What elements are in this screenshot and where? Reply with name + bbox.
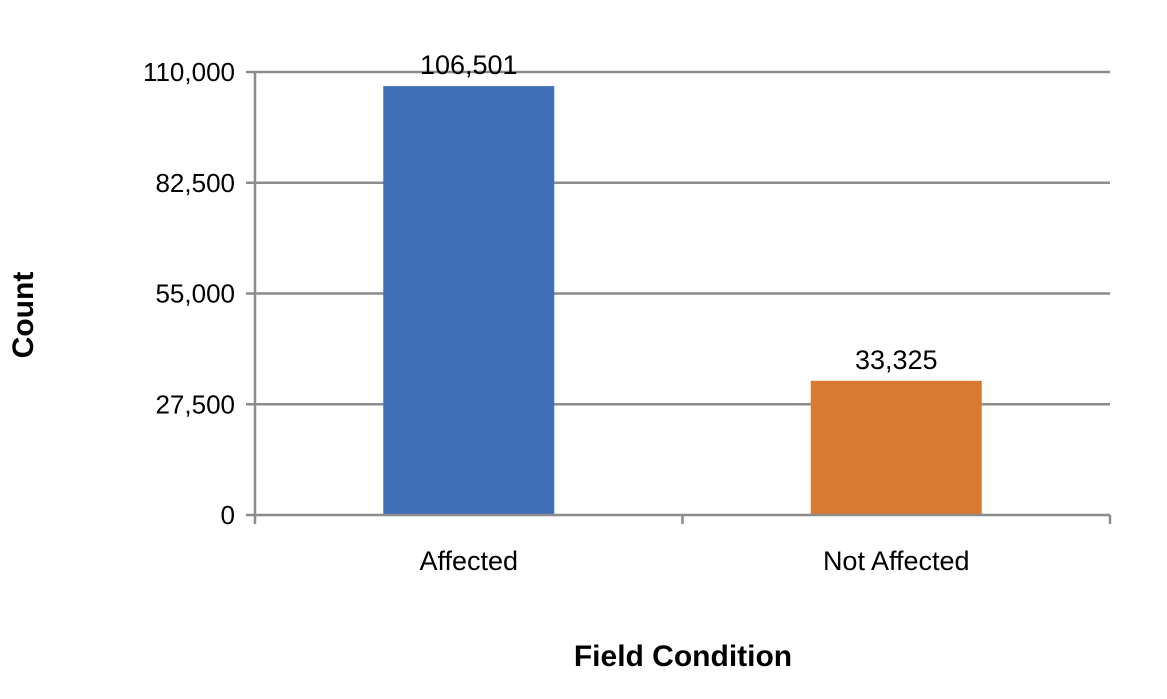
bar-affected	[383, 86, 555, 515]
data-label: 106,501	[420, 50, 518, 80]
x-tick-label: Affected	[419, 546, 518, 576]
y-tick-label: 27,500	[155, 389, 235, 419]
y-tick-label: 0	[221, 500, 235, 530]
axes	[246, 70, 1112, 524]
y-tick-label: 110,000	[143, 57, 235, 87]
x-axis-title: Field Condition	[574, 640, 792, 673]
y-tick-label: 55,000	[155, 279, 235, 309]
bars	[383, 86, 982, 515]
bar-not-affected	[810, 380, 982, 515]
data-label: 33,325	[855, 345, 938, 375]
labels: 0 27,500 55,000 82,500 110,000 106,501 Affecte…	[143, 50, 970, 576]
y-axis-title: Count	[7, 272, 40, 359]
x-tick-label: Not Affected	[823, 546, 970, 576]
y-tick-label: 82,500	[155, 168, 235, 198]
